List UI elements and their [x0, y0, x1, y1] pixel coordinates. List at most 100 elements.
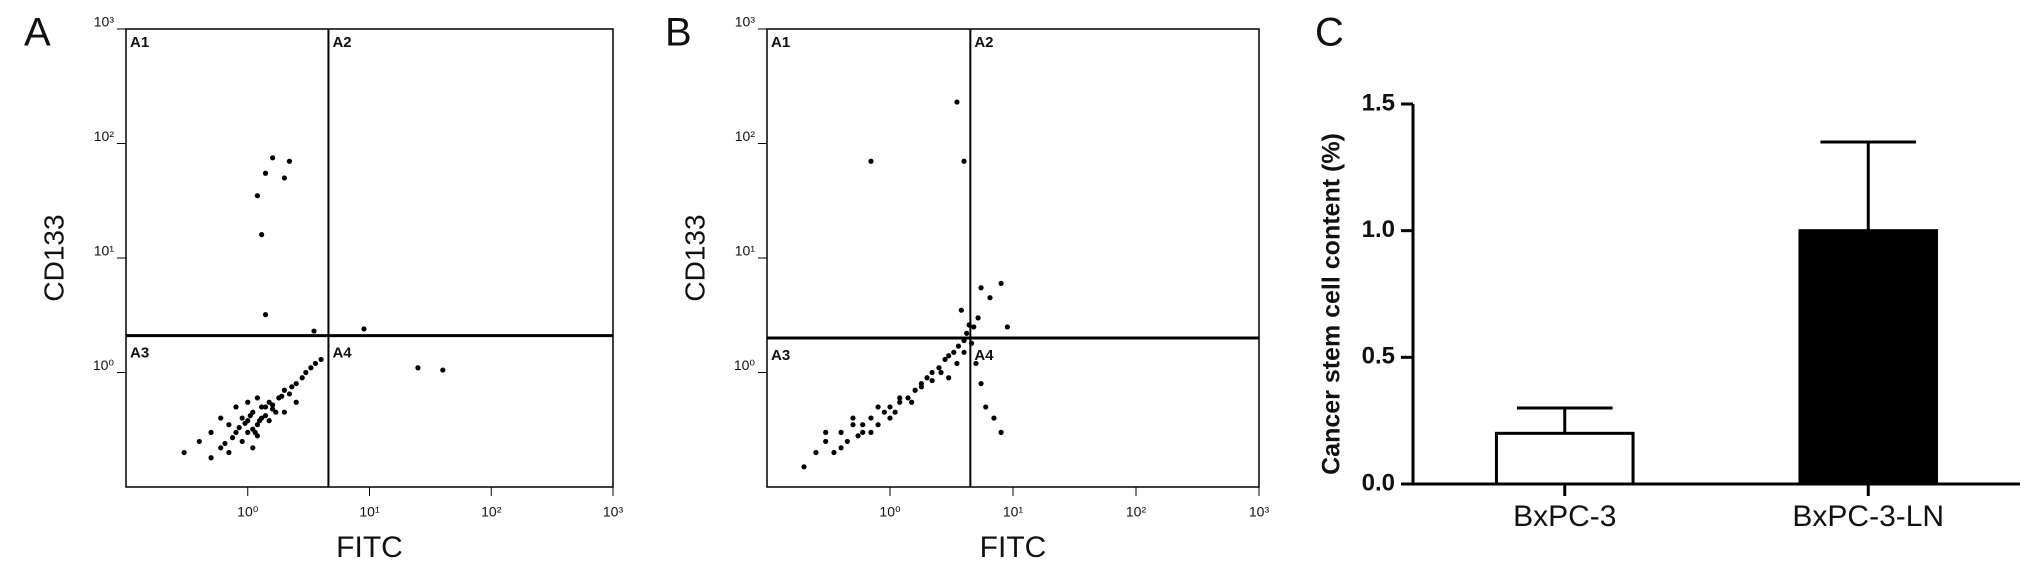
event-dot [270, 155, 276, 161]
quadrant-label: A4 [332, 345, 352, 362]
event-dot [958, 307, 964, 313]
event-dot [964, 330, 970, 336]
event-dot [954, 99, 960, 105]
event-dot [868, 429, 874, 435]
y-tick-label: 10³ [735, 14, 756, 30]
event-dot [860, 429, 866, 435]
event-dot [262, 413, 269, 419]
x-tick-label: 10¹ [1003, 504, 1024, 520]
x-tick-label: 10³ [1249, 504, 1270, 520]
event-dot [361, 326, 367, 332]
event-dot [954, 360, 960, 367]
y-axis-title: Cancer stem cell content (%) [1318, 133, 1346, 475]
event-dot [273, 409, 279, 415]
event-dot [961, 158, 967, 164]
event-dot [208, 455, 214, 461]
event-dot [929, 369, 935, 376]
event-dot [281, 387, 288, 393]
event-dot [850, 415, 856, 421]
plot-frame [125, 28, 614, 488]
event-dot [252, 429, 258, 435]
event-dot [250, 445, 256, 451]
event-dot [966, 322, 972, 328]
event-dot [971, 324, 977, 330]
event-dot [245, 429, 251, 435]
event-dot [813, 449, 819, 456]
y-tick-label: 10¹ [94, 243, 115, 259]
event-dot [259, 404, 265, 410]
event-dot [823, 429, 829, 435]
event-dot [983, 404, 989, 410]
event-dot [918, 384, 924, 390]
event-dot [998, 429, 1004, 435]
event-dot [892, 409, 898, 415]
y-tick-label: 10⁰ [734, 357, 756, 373]
event-dot [281, 409, 288, 415]
quadrant-label: A1 [130, 34, 149, 51]
event-dot [318, 356, 324, 363]
event-dot [440, 367, 446, 373]
event-dot [415, 365, 421, 371]
y-axis-title: CD133 [679, 214, 710, 301]
event-dot [233, 404, 239, 410]
event-dot [262, 404, 269, 410]
event-dot [838, 429, 844, 435]
x-axis-title: FITC [336, 531, 403, 564]
quadrant-label: A2 [974, 34, 993, 51]
event-dot [266, 418, 272, 424]
event-dot [868, 415, 874, 421]
event-dot [938, 369, 944, 376]
event-dot [978, 285, 984, 291]
event-dot [311, 328, 317, 334]
x-tick-label: 10² [1126, 504, 1147, 520]
y-tick-label: 1.5 [1362, 89, 1395, 116]
event-dot [942, 356, 948, 363]
event-dot [247, 413, 253, 419]
event-dot [239, 415, 245, 421]
event-dot [946, 375, 952, 381]
event-dot [299, 375, 305, 381]
event-dot [844, 438, 850, 445]
event-dot [254, 395, 260, 401]
event-dot [218, 415, 224, 421]
event-dot [262, 312, 269, 318]
event-dot [293, 380, 299, 387]
event-dot [850, 422, 856, 428]
x-tick-label: 10⁰ [879, 504, 901, 520]
event-dot [881, 409, 887, 415]
event-dot [868, 158, 874, 164]
event-dot [875, 404, 881, 410]
event-dot [239, 438, 245, 445]
event-dot [208, 429, 214, 435]
event-dot [998, 280, 1004, 287]
event-dot [924, 375, 930, 381]
quadrant-label: A3 [771, 347, 790, 364]
event-dot [823, 438, 829, 445]
event-dot [245, 399, 251, 405]
x-axis-title: FITC [980, 531, 1047, 564]
event-dot [991, 415, 997, 421]
y-tick-label: 10² [94, 128, 115, 144]
event-dot [236, 425, 242, 431]
event-dot [312, 360, 319, 367]
event-dot [286, 158, 293, 164]
event-dot [259, 232, 265, 238]
bar [1494, 431, 1635, 486]
panel-label: C [1315, 11, 1344, 55]
event-dot [229, 435, 236, 441]
event-dot [875, 422, 881, 428]
event-dot [831, 449, 837, 456]
y-tick-label: 0.5 [1362, 343, 1395, 370]
event-dot [909, 399, 915, 405]
y-tick-label: 1.0 [1362, 216, 1395, 243]
event-dot [233, 429, 239, 435]
event-dot [973, 360, 979, 367]
event-dot [855, 433, 861, 439]
event-dot [912, 387, 918, 393]
event-dot [897, 395, 903, 401]
bar [1798, 229, 1939, 486]
event-dot [838, 445, 844, 451]
plot-frame [766, 28, 1260, 488]
